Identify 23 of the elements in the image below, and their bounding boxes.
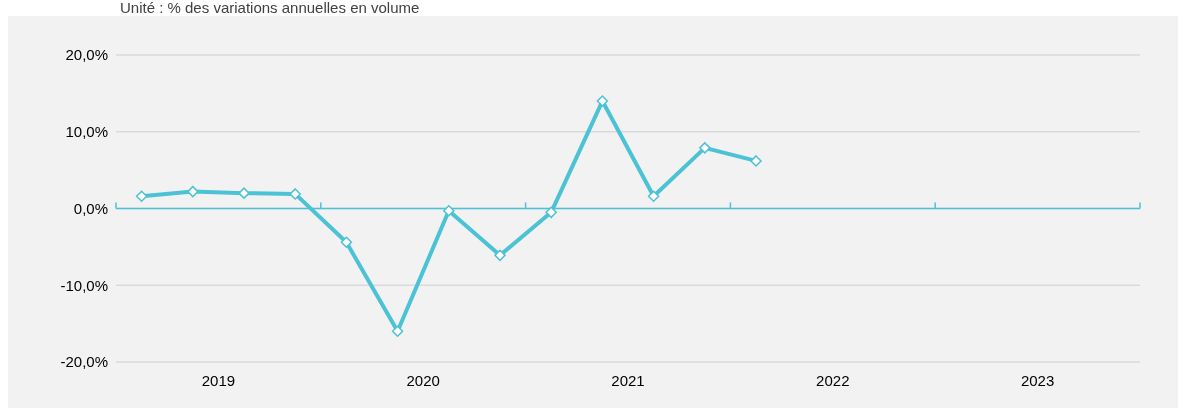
point [647, 190, 660, 202]
point [750, 155, 762, 167]
y-tick-label: 0,0% [73, 199, 108, 217]
y-tick-label: 20,0% [65, 46, 108, 64]
x-tick-label: 2023 [1020, 372, 1055, 389]
point [443, 205, 455, 217]
point [545, 206, 557, 219]
point [238, 187, 250, 199]
point [699, 142, 711, 154]
chart-subtitle: Unité : % des variations annuelles en volume [119, 0, 421, 16]
y-tick-label: 10,0% [65, 123, 108, 141]
y-tick-label: -20,0% [60, 353, 108, 371]
x-tick-label: 2022 [816, 372, 850, 389]
point [340, 236, 353, 249]
point [596, 95, 609, 107]
point [135, 190, 148, 202]
x-tick-label: 2020 [406, 372, 440, 389]
x-tick-label: 2019 [201, 372, 236, 389]
point [494, 249, 506, 262]
x-tick-label: 2021 [611, 372, 645, 389]
point [187, 185, 199, 198]
point [391, 325, 404, 338]
y-tick-label: -10,0% [60, 276, 108, 294]
